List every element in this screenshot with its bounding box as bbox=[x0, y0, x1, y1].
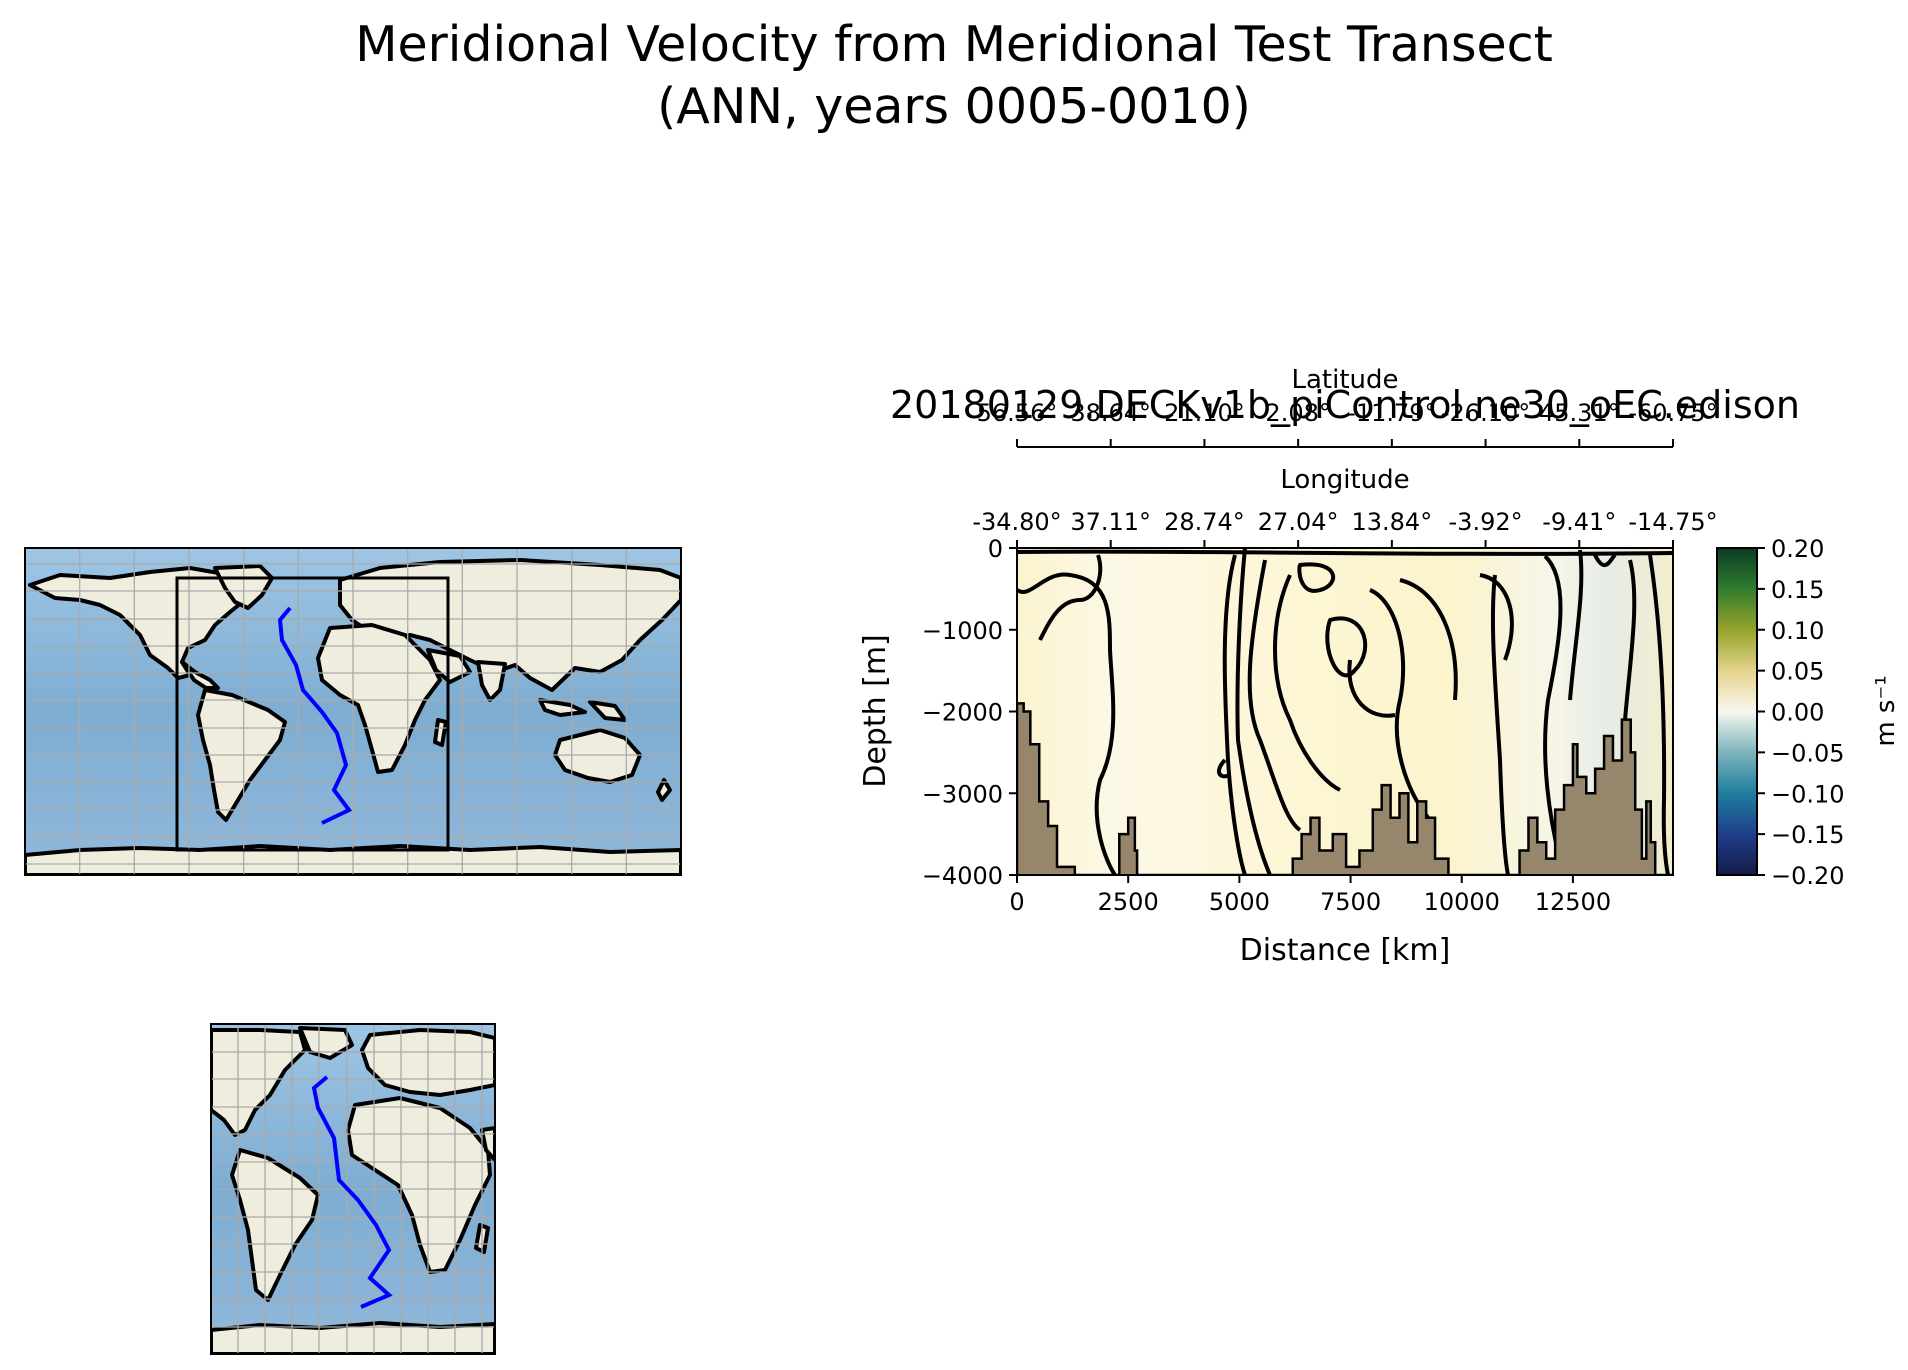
colorbar-ticks: 0.20 0.15 0.10 0.05 0.00 −0.05 −0.10 −0.15 −0.20 bbox=[1757, 535, 1845, 890]
section-plot-area bbox=[1017, 548, 1673, 875]
section-panel: 20180129.DECKv1b_piControl.ne30_oEC.edis… bbox=[858, 365, 1901, 968]
latitude-tick-label: 45.31° bbox=[1539, 399, 1620, 427]
panel-title: 20180129.DECKv1b_piControl.ne30_oEC.edis… bbox=[890, 383, 1800, 427]
regional-map-frame bbox=[210, 1023, 496, 1355]
longitude-tick-label: -14.75° bbox=[1628, 508, 1717, 536]
x-axis-label: Distance [km] bbox=[1240, 933, 1451, 968]
latitude-axis-ticks: 56.56° 38.64° 21.10° 2.08° -11.79° -26.10° 45.… bbox=[977, 399, 1718, 447]
x-tick-label: 2500 bbox=[1098, 888, 1159, 916]
colorbar-tick-label: 0.10 bbox=[1771, 617, 1824, 645]
x-axis-ticks: 0 2500 5000 7500 10000 12500 bbox=[1009, 875, 1611, 916]
colorbar-tick-label: −0.20 bbox=[1771, 862, 1845, 890]
colorbar-tick-label: 0.05 bbox=[1771, 658, 1824, 686]
global-map-frame bbox=[24, 547, 682, 876]
x-tick-label: 10000 bbox=[1424, 888, 1500, 916]
latitude-tick-label: -26.10° bbox=[1441, 399, 1530, 427]
y-axis-ticks: 0 −1000 −2000 −3000 −4000 bbox=[922, 535, 1017, 890]
longitude-tick-label: 13.84° bbox=[1351, 508, 1432, 536]
y-tick-label: −1000 bbox=[922, 617, 1003, 645]
regional-map-transect-line bbox=[311, 1075, 393, 1309]
latitude-tick-label: -60.75° bbox=[1628, 399, 1717, 427]
longitude-tick-label: 27.04° bbox=[1258, 508, 1339, 536]
global-map-region-box bbox=[175, 576, 450, 852]
y-tick-label: −4000 bbox=[922, 862, 1003, 890]
longitude-tick-label: 28.74° bbox=[1164, 508, 1245, 536]
longitude-axis-ticks: -34.80° 37.11° 28.74° 27.04° 13.84° -3.92° -9.… bbox=[972, 508, 1718, 548]
latitude-tick-label: 38.64° bbox=[1070, 399, 1151, 427]
regional-map bbox=[211, 1024, 495, 1354]
longitude-tick-label: 37.11° bbox=[1070, 508, 1151, 536]
latitude-axis-label: Latitude bbox=[1291, 365, 1398, 395]
figure-title: Meridional Velocity from Meridional Test… bbox=[355, 16, 1553, 73]
colorbar-tick-label: −0.15 bbox=[1771, 821, 1845, 849]
global-map bbox=[25, 548, 681, 875]
x-tick-label: 0 bbox=[1009, 888, 1024, 916]
latitude-tick-label: 21.10° bbox=[1164, 399, 1245, 427]
colorbar bbox=[1716, 547, 1758, 876]
x-tick-label: 5000 bbox=[1209, 888, 1270, 916]
velocity-contours bbox=[1017, 548, 1673, 875]
bathymetry bbox=[1017, 702, 1673, 875]
longitude-tick-label: -9.41° bbox=[1542, 508, 1616, 536]
global-map-gridlines bbox=[25, 548, 681, 875]
x-tick-label: 7500 bbox=[1320, 888, 1381, 916]
colorbar-label: m s⁻¹ bbox=[1871, 675, 1901, 746]
y-tick-label: −3000 bbox=[922, 780, 1003, 808]
colorbar-tick-label: 0.20 bbox=[1771, 535, 1824, 563]
longitude-tick-label: -34.80° bbox=[972, 508, 1061, 536]
latitude-tick-label: 2.08° bbox=[1265, 399, 1330, 427]
longitude-tick-label: -3.92° bbox=[1449, 508, 1523, 536]
longitude-axis-label: Longitude bbox=[1280, 465, 1409, 495]
global-map-transect-line bbox=[277, 606, 353, 825]
colorbar-tick-label: 0.15 bbox=[1771, 576, 1824, 604]
regional-map-gridlines bbox=[211, 1024, 495, 1354]
colorbar-tick-label: −0.10 bbox=[1771, 780, 1845, 808]
colorbar-tick-label: −0.05 bbox=[1771, 739, 1845, 767]
x-tick-label: 12500 bbox=[1535, 888, 1611, 916]
y-axis-label: Depth [m] bbox=[858, 634, 893, 788]
latitude-tick-label: -11.79° bbox=[1347, 399, 1436, 427]
figure-subtitle: (ANN, years 0005-0010) bbox=[657, 78, 1251, 135]
y-tick-label: −2000 bbox=[922, 699, 1003, 727]
y-tick-label: 0 bbox=[988, 535, 1003, 563]
colorbar-tick-label: 0.00 bbox=[1771, 699, 1824, 727]
latitude-tick-label: 56.56° bbox=[977, 399, 1058, 427]
